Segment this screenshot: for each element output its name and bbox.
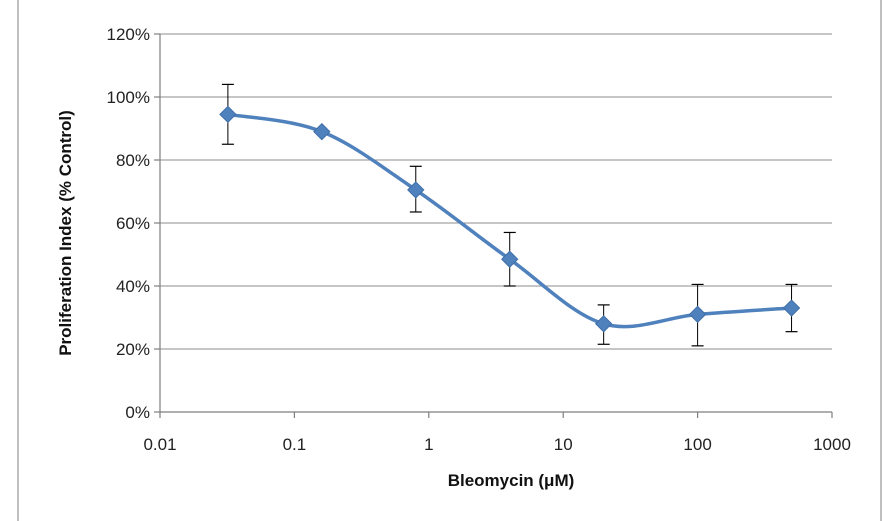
- data-points: [219, 105, 801, 333]
- y-tick-label-0: 0%: [125, 403, 150, 422]
- series-line-0: [227, 112, 792, 329]
- data-point-4: [594, 315, 613, 333]
- y-tick-label-6: 120%: [107, 25, 150, 44]
- y-tick-labels: 0% 20% 40% 60% 80% 100% 120%: [107, 25, 150, 422]
- x-tick-label-4: 100: [683, 435, 711, 454]
- error-bars: [221, 83, 798, 347]
- y-axis-title: Proliferation Index (% Control): [56, 110, 75, 356]
- y-tick-label-3: 60%: [116, 214, 150, 233]
- y-tick-label-4: 80%: [116, 151, 150, 170]
- axes: [17, 0, 882, 521]
- y-tick-label-5: 100%: [107, 88, 150, 107]
- data-point-0: [219, 105, 237, 124]
- series-lines: [227, 112, 792, 329]
- x-tick-label-5: 1000: [813, 435, 851, 454]
- gridlines: [160, 33, 832, 350]
- y-tick-label-2: 40%: [116, 277, 150, 296]
- x-tick-label-0: 0.01: [143, 435, 176, 454]
- data-point-3: [501, 250, 519, 268]
- x-axis-title: Bleomycin (μM): [448, 471, 575, 490]
- x-tick-label-1: 0.1: [283, 435, 307, 454]
- data-point-2: [407, 181, 425, 199]
- x-tick-labels: 0.01 0.1 1 10 100 1000: [143, 435, 850, 454]
- data-point-6: [782, 299, 801, 317]
- x-tick-label-2: 1: [424, 435, 433, 454]
- data-point-1: [313, 122, 331, 141]
- x-tick-label-3: 10: [554, 435, 573, 454]
- data-point-5: [688, 305, 707, 324]
- y-tick-label-1: 20%: [116, 340, 150, 359]
